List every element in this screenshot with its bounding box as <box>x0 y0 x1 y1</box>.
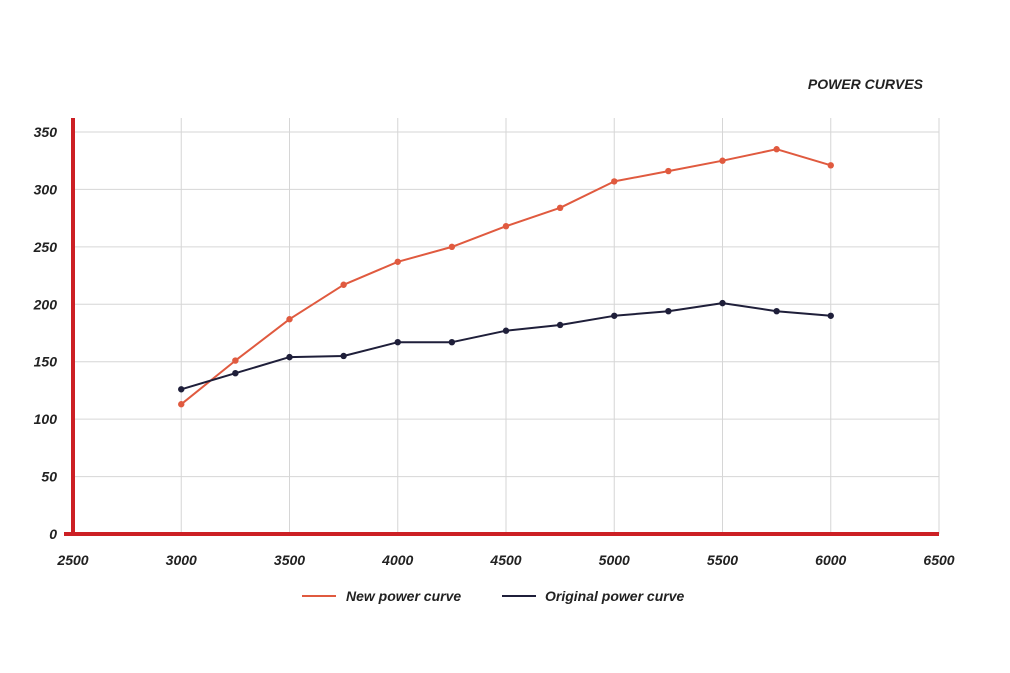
x-tick-label: 2500 <box>56 552 88 568</box>
y-tick-label: 0 <box>49 526 57 542</box>
chart-title: POWER CURVES <box>808 76 924 92</box>
x-tick-label: 5500 <box>707 552 738 568</box>
data-point <box>178 386 185 393</box>
series-1 <box>178 299 834 393</box>
axes <box>64 118 939 536</box>
data-point <box>665 307 672 315</box>
x-tick-label: 6500 <box>923 552 954 568</box>
data-point <box>556 321 564 329</box>
data-point <box>827 162 834 169</box>
y-tick-label: 100 <box>34 411 58 427</box>
data-point <box>394 338 401 346</box>
legend-item-1: Original power curve <box>502 588 684 604</box>
data-point <box>502 222 510 230</box>
data-point <box>611 178 618 185</box>
y-tick-label: 200 <box>33 296 58 312</box>
data-point <box>773 146 780 153</box>
x-tick-label: 6000 <box>815 552 846 568</box>
legend: New power curve Original power curve <box>302 588 684 604</box>
data-point <box>340 281 347 288</box>
x-tick-labels: 2500 3000 3500 4000 4500 5000 5500 6000 6500 <box>56 552 954 568</box>
x-tick-label: 4000 <box>381 552 413 568</box>
x-tick-label: 5000 <box>599 552 630 568</box>
x-tick-label: 4500 <box>489 552 521 568</box>
data-point <box>611 312 618 319</box>
data-point <box>719 299 726 307</box>
data-point <box>232 370 239 377</box>
data-point <box>448 243 456 251</box>
data-point <box>556 204 564 212</box>
grid-lines <box>73 118 940 534</box>
series-0 <box>178 146 834 408</box>
data-point <box>827 312 834 319</box>
y-tick-label: 300 <box>34 181 58 197</box>
data-point <box>232 357 239 364</box>
data-point <box>502 327 510 334</box>
y-tick-labels: 0 50 100 150 200 250 300 350 <box>33 124 58 542</box>
data-point <box>286 353 293 361</box>
legend-item-0: New power curve <box>302 588 461 604</box>
y-tick-label: 150 <box>34 354 58 370</box>
data-point <box>286 316 293 323</box>
data-point <box>719 157 726 164</box>
data-point <box>340 352 347 360</box>
data-point <box>773 307 780 315</box>
data-point <box>178 401 185 408</box>
data-point <box>394 258 401 265</box>
legend-label: New power curve <box>346 588 461 604</box>
y-tick-label: 50 <box>41 469 57 485</box>
data-point <box>448 338 456 346</box>
x-tick-label: 3000 <box>166 552 197 568</box>
y-tick-label: 250 <box>33 239 58 255</box>
data-point <box>665 167 672 175</box>
data-series <box>178 146 834 408</box>
y-tick-label: 350 <box>34 124 58 140</box>
legend-label: Original power curve <box>545 588 684 604</box>
x-tick-label: 3500 <box>274 552 305 568</box>
